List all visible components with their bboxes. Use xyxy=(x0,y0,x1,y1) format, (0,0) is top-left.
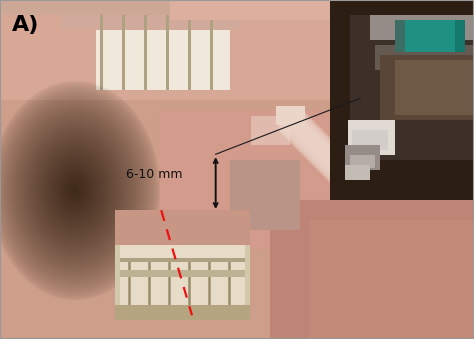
Text: 6-10 mm: 6-10 mm xyxy=(126,168,182,181)
Text: A): A) xyxy=(12,15,39,35)
